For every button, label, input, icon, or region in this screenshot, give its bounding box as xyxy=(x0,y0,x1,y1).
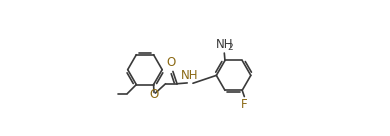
Text: 2: 2 xyxy=(228,43,233,52)
Text: NH: NH xyxy=(215,38,233,51)
Text: NH: NH xyxy=(181,69,198,82)
Text: O: O xyxy=(167,56,176,69)
Text: O: O xyxy=(149,88,159,101)
Text: F: F xyxy=(241,98,248,111)
